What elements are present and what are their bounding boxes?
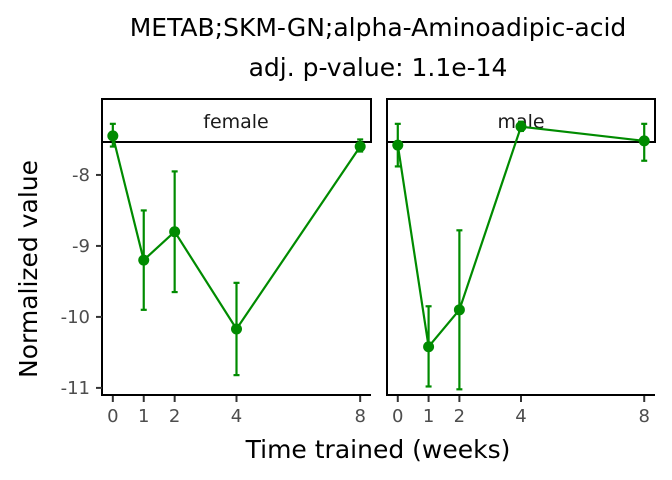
data-point-female xyxy=(169,226,181,238)
x-axis-title: Time trained (weeks) xyxy=(245,435,511,464)
x-tick-label-female: 1 xyxy=(138,406,149,427)
y-tick-label: -11 xyxy=(61,378,90,399)
marks-layer xyxy=(107,120,650,391)
x-tick-label-female: 0 xyxy=(107,406,118,427)
x-tick-label-male: 4 xyxy=(515,406,526,427)
x-tick-label-female: 4 xyxy=(231,406,242,427)
data-point-male xyxy=(638,135,650,147)
chart-subtitle: adj. p-value: 1.1e-14 xyxy=(249,53,508,82)
data-point-female xyxy=(354,141,366,153)
data-point-female xyxy=(138,254,150,266)
x-tick-label-male: 8 xyxy=(638,406,649,427)
ticks-layer: -8-9-10-110 1 2 4 8 0 1 2 4 8 xyxy=(61,165,650,427)
x-tick-label-female: 8 xyxy=(354,406,365,427)
strip-female-box xyxy=(101,98,372,143)
x-tick-label-male: 0 xyxy=(392,406,403,427)
y-tick-label: -10 xyxy=(61,307,90,328)
x-tick-label-female: 2 xyxy=(169,406,180,427)
data-point-male xyxy=(515,121,527,133)
strip-male-box xyxy=(386,98,656,143)
strip-female-label: female xyxy=(203,111,269,133)
x-tick-label-male: 1 xyxy=(423,406,434,427)
data-point-female xyxy=(231,323,242,335)
data-point-male xyxy=(423,341,435,353)
x-tick-label-male: 2 xyxy=(454,406,465,427)
chart-title: METAB;SKM-GN;alpha-Aminoadipic-acid xyxy=(130,13,627,42)
y-tick-label: -8 xyxy=(72,165,90,186)
y-tick-label: -9 xyxy=(72,236,90,257)
y-axis-title: Normalized value xyxy=(14,160,43,378)
data-point-male xyxy=(453,304,465,316)
data-point-female xyxy=(107,130,119,142)
data-point-male xyxy=(392,139,404,151)
